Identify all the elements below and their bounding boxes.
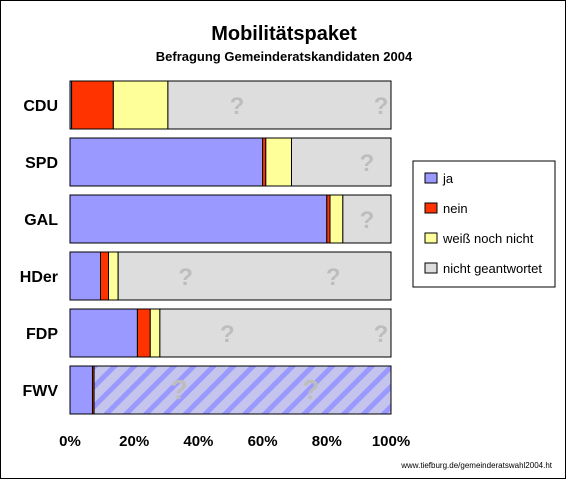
chart-subtitle: Befragung Gemeinderatskandidaten 2004 — [156, 49, 413, 64]
unanswered-marker-fwv-1: ? — [171, 374, 188, 405]
bar-segment-fdp-nein — [136, 308, 151, 358]
x-axis-ticks: 0% 20% 40% 60% 80% 100% — [59, 433, 410, 450]
legend-label-weiss-noch-nicht: weiß noch nicht — [442, 231, 534, 246]
chart-title: Mobilitätspaket — [211, 23, 357, 45]
bar-segment-gal-ja — [69, 194, 328, 244]
bar-segment-gal-nicht-geantwortet — [342, 194, 392, 244]
source-note: www.tiefburg.de/gemeinderatswahl2004.ht — [400, 461, 553, 470]
bar-segment-hder-weiss-noch-nicht — [108, 251, 119, 301]
category-label-gal: GAL — [24, 212, 58, 229]
bar-segment-fdp-weiss-noch-nicht — [149, 308, 161, 358]
bars-group: ?????????? — [69, 80, 392, 415]
x-tick-label-20: 20% — [119, 433, 149, 450]
legend-label-nicht-geantwortet: nicht geantwortet — [443, 261, 542, 276]
legend-swatch-weiss-noch-nicht — [424, 232, 438, 244]
unanswered-marker-hder-2: ? — [326, 264, 341, 291]
x-tick-label-60: 60% — [248, 433, 278, 450]
category-label-cdu: CDU — [23, 98, 58, 115]
legend-label-ja: ja — [442, 171, 454, 186]
unanswered-marker-spd-1: ? — [360, 150, 375, 177]
bar-segment-cdu-weiss-noch-nicht — [112, 80, 169, 130]
legend-swatch-nein — [424, 202, 438, 214]
bar-segment-gal-weiss-noch-nicht — [329, 194, 344, 244]
bar-segment-hder-nein — [99, 251, 110, 301]
bar-segment-hder-nicht-geantwortet — [117, 251, 392, 301]
bar-segment-fdp-nicht-geantwortet — [159, 308, 392, 358]
category-label-hder: HDer — [20, 269, 58, 286]
bar-segment-cdu-nicht-geantwortet — [167, 80, 392, 130]
bar-segment-spd-weiss-noch-nicht — [265, 137, 292, 187]
category-label-fdp: FDP — [26, 326, 58, 343]
x-tick-label-40: 40% — [183, 433, 213, 450]
x-tick-label-100: 100% — [372, 433, 410, 450]
unanswered-marker-cdu-2: ? — [374, 93, 389, 120]
unanswered-marker-hder-1: ? — [178, 264, 193, 291]
x-tick-label-80: 80% — [312, 433, 342, 450]
unanswered-marker-cdu-1: ? — [230, 93, 245, 120]
legend-label-nein: nein — [443, 201, 468, 216]
bar-segment-fdp-ja — [69, 308, 138, 358]
bar-segment-hder-ja — [69, 251, 101, 301]
bar-segment-fwv-nicht-geantwortet — [93, 365, 392, 415]
bar-segment-fwv-ja — [69, 365, 93, 415]
x-tick-label-0: 0% — [59, 433, 81, 450]
unanswered-marker-fdp-2: ? — [374, 321, 389, 348]
bar-segment-spd-nicht-geantwortet — [290, 137, 392, 187]
unanswered-marker-fwv-2: ? — [302, 374, 319, 405]
legend-swatch-ja — [424, 172, 438, 184]
legend-swatch-nicht-geantwortet — [424, 262, 438, 274]
unanswered-marker-gal-1: ? — [360, 207, 375, 234]
category-labels: CDU SPD GAL HDer FDP FWV — [20, 98, 59, 400]
bar-segment-spd-ja — [69, 137, 264, 187]
category-label-spd: SPD — [25, 155, 58, 172]
legend: ja nein weiß noch nicht nicht geantwortet — [412, 160, 556, 288]
category-label-fwv: FWV — [22, 383, 58, 400]
unanswered-marker-fdp-1: ? — [220, 321, 235, 348]
bar-segment-cdu-nein — [71, 80, 114, 130]
